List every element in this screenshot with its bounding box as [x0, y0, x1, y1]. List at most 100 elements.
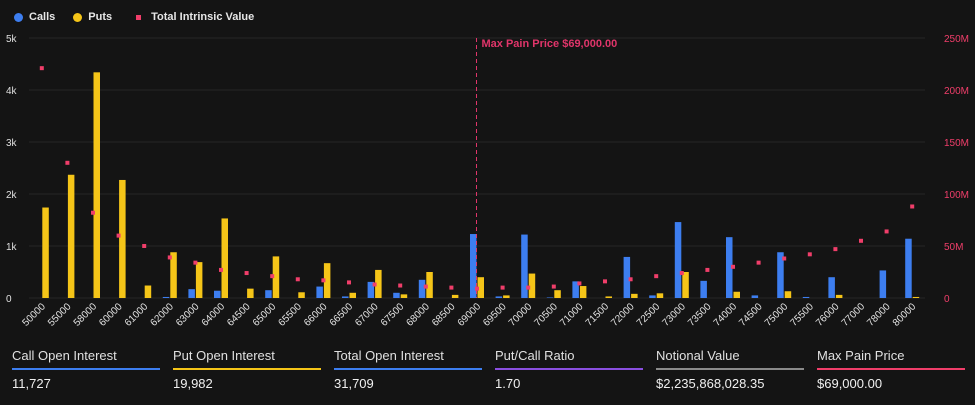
put-bar [323, 263, 331, 298]
put-bar [631, 293, 638, 298]
call-bar [495, 296, 503, 298]
put-bar [400, 294, 408, 298]
put-bar [170, 252, 177, 298]
left-axis-tick-label: 2k [6, 190, 18, 201]
x-axis-tick-label: 80000 [891, 301, 919, 329]
call-bar [777, 252, 784, 298]
legend-calls[interactable]: Calls [14, 11, 55, 23]
put-bar [477, 277, 484, 298]
call-bar [623, 256, 631, 298]
x-axis-tick-label: 75500 [788, 301, 816, 329]
x-axis-tick-label: 62000 [148, 301, 176, 329]
intrinsic-value-point [526, 285, 531, 290]
legend-intrinsic-label: Total Intrinsic Value [151, 11, 255, 23]
left-axis-tick-label: 4k [6, 86, 18, 97]
intrinsic-value-point [577, 281, 582, 286]
x-axis-tick-label: 65500 [276, 301, 304, 329]
intrinsic-value-point [628, 277, 633, 282]
x-axis-tick-label: 65000 [251, 301, 279, 329]
intrinsic-value-point [654, 274, 659, 279]
call-bar [674, 222, 682, 298]
intrinsic-value-point [65, 160, 70, 165]
intrinsic-value-point [833, 247, 838, 252]
left-axis-tick-label: 0 [6, 294, 12, 305]
x-axis-tick-label: 70000 [507, 301, 535, 329]
put-bar [605, 296, 612, 298]
intrinsic-value-point [603, 279, 607, 284]
intrinsic-value-point [39, 66, 44, 71]
intrinsic-value-point [372, 282, 377, 287]
call-bar [418, 279, 426, 298]
intrinsic-value-point [551, 284, 556, 289]
intrinsic-value-point [167, 255, 172, 260]
call-bar [572, 281, 579, 298]
left-axis-tick-label: 3k [6, 138, 18, 149]
left-axis-tick-label: 5k [6, 34, 18, 45]
put-bar [554, 290, 561, 298]
stat-call-open-interest: Call Open Interest 11,727 [12, 338, 160, 405]
call-bar [316, 286, 323, 298]
intrinsic-value-point [142, 244, 147, 248]
stat-label: Put/Call Ratio [495, 348, 575, 363]
put-bar [67, 174, 75, 298]
intrinsic-value-point [756, 260, 761, 265]
right-axis-tick-label: 50M [944, 242, 963, 253]
intrinsic-value-point [449, 285, 454, 290]
put-bar [528, 273, 536, 298]
right-axis-tick-label: 0 [944, 294, 950, 305]
stat-underline [12, 368, 160, 370]
right-axis-tick-label: 250M [944, 34, 969, 45]
put-bar [195, 262, 203, 298]
put-bar [144, 285, 152, 298]
max-pain-label: Max Pain Price $69,000.00 [482, 38, 618, 50]
put-bar [349, 292, 356, 298]
call-bar [214, 290, 221, 298]
call-bar [700, 280, 707, 298]
intrinsic-value-point [116, 233, 121, 238]
x-axis-tick-label: 66000 [302, 301, 330, 329]
x-axis-tick-label: 60000 [97, 301, 125, 329]
legend-puts[interactable]: Puts [73, 11, 112, 23]
x-axis-tick-label: 64500 [225, 301, 253, 329]
intrinsic-value-point [347, 280, 351, 285]
intrinsic-value-point [679, 271, 684, 276]
intrinsic-value-point [423, 284, 428, 289]
put-bar [912, 296, 920, 298]
x-axis-tick-label: 63000 [174, 301, 202, 329]
put-bar [503, 295, 510, 298]
intrinsic-value-point [219, 267, 223, 272]
max-pain-chart: 0 1k 2k 3k 4k 5k 0 50M 100M 150M 200M 250M 500005500… [6, 34, 969, 329]
put-bar [375, 269, 382, 298]
call-bar [162, 296, 170, 298]
legend-intrinsic[interactable]: Total Intrinsic Value [130, 11, 254, 23]
put-bar [247, 288, 254, 298]
x-axis-tick-label: 69000 [456, 301, 484, 329]
intrinsic-value-point [731, 264, 735, 269]
stats-bar: Call Open Interest 11,727 Put Open Inter… [0, 338, 975, 405]
put-bar [579, 286, 587, 298]
call-bar [393, 292, 400, 298]
put-bar [426, 272, 433, 298]
x-axis-tick-label: 71500 [584, 301, 612, 329]
intrinsic-value-point [91, 210, 95, 215]
call-bar [546, 297, 554, 298]
call-bar [342, 296, 349, 298]
stat-underline [817, 368, 965, 370]
x-axis-tick-label: 76000 [814, 301, 842, 329]
call-bar [828, 277, 835, 298]
put-bar [119, 179, 126, 298]
stat-label: Call Open Interest [12, 348, 117, 363]
call-bar [751, 295, 759, 298]
left-axis-tick-label: 1k [6, 242, 18, 253]
stat-put-call-ratio: Put/Call Ratio 1.70 [495, 338, 643, 405]
intrinsic-value-point [270, 274, 275, 279]
x-axis-tick-label: 55000 [46, 301, 74, 329]
x-axis-tick-label: 68000 [404, 301, 432, 329]
stat-label: Total Open Interest [334, 348, 444, 363]
x-axis-tick-label: 58000 [72, 301, 100, 329]
put-bar [656, 293, 664, 298]
stat-total-open-interest: Total Open Interest 31,709 [334, 338, 482, 405]
intrinsic-value-point [193, 260, 198, 265]
x-axis-tick-label: 78000 [865, 301, 893, 329]
x-axis-tick-label: 50000 [20, 301, 48, 329]
